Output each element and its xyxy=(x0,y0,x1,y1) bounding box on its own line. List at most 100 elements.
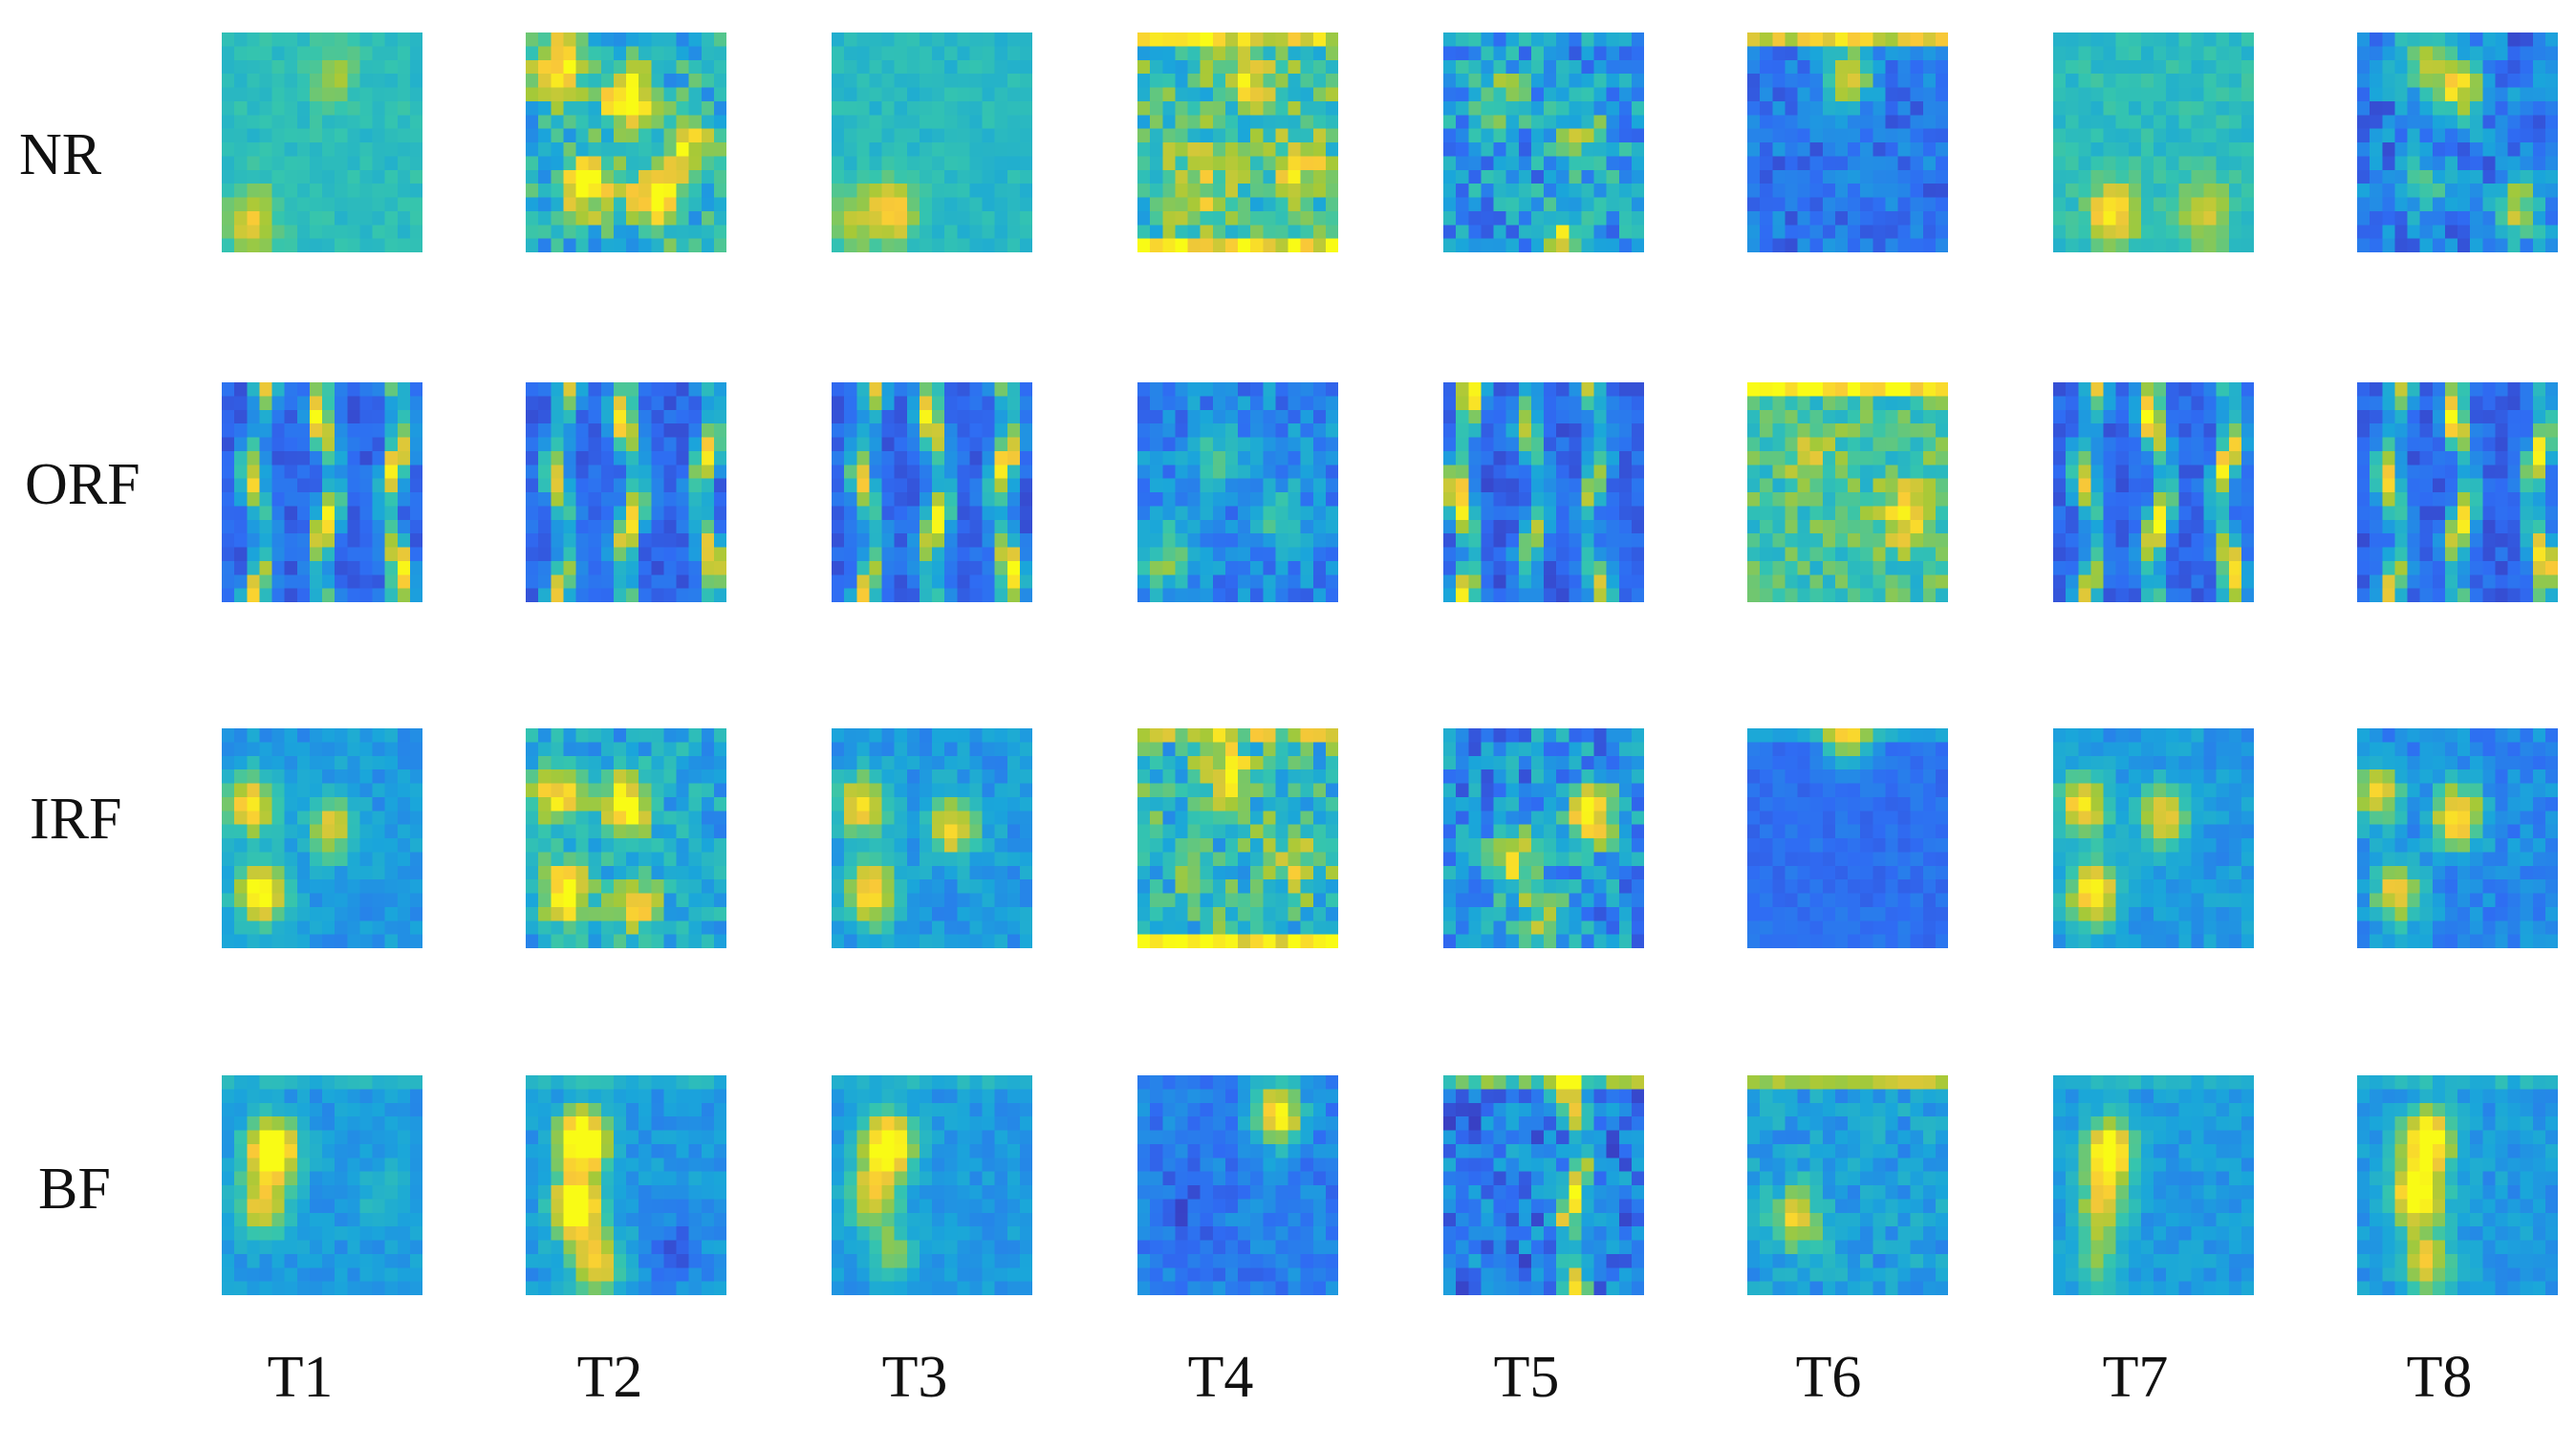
heatmap-cell xyxy=(688,478,703,493)
heatmap-cell xyxy=(2228,100,2242,116)
heatmap-cell xyxy=(1593,184,1608,199)
heatmap-cell xyxy=(969,934,984,948)
heatmap-cell xyxy=(247,783,260,798)
heatmap-cell xyxy=(2394,382,2409,397)
heatmap-cell xyxy=(359,838,374,853)
heatmap-cell xyxy=(1822,197,1836,212)
heatmap-cell xyxy=(1822,32,1836,47)
heatmap-cell xyxy=(613,742,627,757)
heatmap-cell xyxy=(2432,533,2446,549)
heatmap-cell xyxy=(676,742,690,757)
heatmap-cell xyxy=(676,409,690,424)
heatmap-cell xyxy=(600,423,615,439)
heatmap-cell xyxy=(2228,59,2242,75)
heatmap-cell xyxy=(919,769,933,785)
heatmap-cell xyxy=(1263,506,1276,521)
heatmap-cell xyxy=(1860,59,1873,75)
heatmap-cell xyxy=(1618,46,1633,61)
heatmap-cell xyxy=(626,478,639,493)
heatmap-cell xyxy=(538,396,552,411)
heatmap-cell xyxy=(2507,142,2522,157)
heatmap-cell xyxy=(588,547,602,562)
heatmap-cell xyxy=(538,519,552,534)
heatmap-cell xyxy=(347,588,360,602)
heatmap-cell xyxy=(844,74,857,89)
heatmap-cell xyxy=(2520,450,2534,466)
heatmap-cell xyxy=(2140,396,2154,411)
heatmap-cell xyxy=(1618,478,1633,493)
heatmap-cell xyxy=(651,852,664,867)
heatmap-cell xyxy=(832,755,845,770)
heatmap-cell xyxy=(1175,156,1189,171)
heatmap-cell xyxy=(1593,492,1608,507)
heatmap-cell xyxy=(1468,142,1482,157)
heatmap-cell xyxy=(335,437,348,452)
heatmap-cell xyxy=(1834,409,1849,424)
heatmap-cell xyxy=(1785,100,1799,116)
heatmap-cell xyxy=(1922,128,1937,143)
heatmap-cell xyxy=(397,755,411,770)
heatmap-cell xyxy=(1530,59,1545,75)
heatmap-cell xyxy=(526,811,539,826)
heatmap-cell xyxy=(1872,423,1886,439)
heatmap-cell xyxy=(663,184,678,199)
heatmap-cell xyxy=(1238,74,1251,89)
heatmap-cell xyxy=(919,225,933,240)
heatmap-cell xyxy=(1797,238,1811,252)
heatmap-cell xyxy=(906,142,920,157)
heatmap-cell xyxy=(234,382,248,397)
heatmap-cell xyxy=(2240,210,2254,226)
heatmap-cell xyxy=(1275,519,1289,534)
heatmap-cell xyxy=(2154,437,2167,452)
heatmap-cell xyxy=(1760,588,1773,602)
heatmap-cell xyxy=(2520,560,2534,575)
heatmap-cell xyxy=(626,142,639,157)
heatmap-cell xyxy=(1834,478,1849,493)
heatmap-cell xyxy=(1834,547,1849,562)
heatmap-cell xyxy=(856,184,870,199)
heatmap-cell xyxy=(994,478,1008,493)
heatmap-cell xyxy=(2154,574,2167,590)
heatmap-cell xyxy=(613,238,627,252)
heatmap-cell xyxy=(856,920,870,936)
heatmap-cell xyxy=(1822,74,1836,89)
heatmap-cell xyxy=(1581,87,1595,102)
heatmap-cell xyxy=(2216,396,2230,411)
heatmap-cell xyxy=(2178,59,2192,75)
heatmap-cell xyxy=(1137,100,1151,116)
heatmap-cell xyxy=(347,169,360,184)
heatmap-cell xyxy=(1162,156,1176,171)
heatmap-cell xyxy=(1137,450,1151,466)
heatmap-cell xyxy=(2357,409,2370,424)
heatmap-cell xyxy=(1200,811,1214,826)
heatmap-cell xyxy=(600,465,615,480)
heatmap-cell xyxy=(2532,450,2546,466)
heatmap-cell xyxy=(2090,588,2105,602)
heatmap-cell xyxy=(2090,547,2105,562)
heatmap-cell xyxy=(1860,409,1873,424)
heatmap-cell xyxy=(2457,87,2471,102)
heatmap-cell xyxy=(1288,560,1302,575)
heatmap-cell xyxy=(1468,115,1482,130)
heatmap-cell xyxy=(906,533,920,549)
heatmap-panel-orf-t8 xyxy=(2357,382,2558,602)
heatmap-cell xyxy=(1137,560,1151,575)
heatmap-cell xyxy=(588,184,602,199)
heatmap-cell xyxy=(1505,588,1520,602)
heatmap-cell xyxy=(1860,437,1873,452)
heatmap-cell xyxy=(1848,382,1861,397)
heatmap-cell xyxy=(372,197,386,212)
heatmap-cell xyxy=(372,560,386,575)
heatmap-cell xyxy=(906,519,920,534)
heatmap-cell xyxy=(600,197,615,212)
heatmap-cell xyxy=(2532,156,2546,171)
heatmap-cell xyxy=(2154,210,2167,226)
heatmap-cell xyxy=(906,796,920,812)
heatmap-cell xyxy=(2103,382,2117,397)
heatmap-cell xyxy=(2228,519,2242,534)
heatmap-cell xyxy=(713,906,726,921)
heatmap-cell xyxy=(1922,197,1937,212)
heatmap-cell xyxy=(1885,169,1899,184)
heatmap-cell xyxy=(2407,156,2421,171)
heatmap-cell xyxy=(575,59,590,75)
